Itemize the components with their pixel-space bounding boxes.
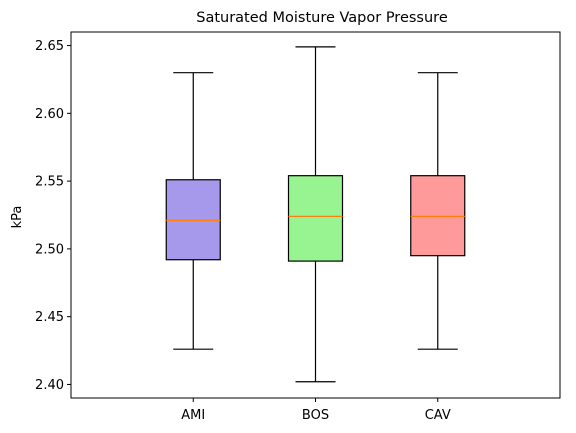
y-tick-label: 2.55 [35, 175, 64, 190]
y-axis-label: kPa [10, 206, 25, 229]
y-tick-label: 2.65 [35, 39, 64, 54]
box-body [287, 175, 344, 262]
box-series [165, 46, 466, 383]
y-tick-label: 2.50 [35, 242, 64, 257]
y-tick-label: 2.40 [35, 378, 64, 393]
box-cav [410, 72, 466, 350]
y-axis: 2.40 2.45 2.50 2.55 2.60 2.65 [35, 39, 71, 393]
x-axis: AMI BOS CAV [181, 398, 451, 423]
box-body [165, 179, 221, 261]
box-body [410, 175, 466, 257]
x-tick-label: BOS [302, 408, 329, 423]
y-tick-label: 2.45 [35, 310, 64, 325]
x-tick-label: CAV [425, 408, 451, 423]
plot-frame [70, 31, 561, 399]
chart-title: Saturated Moisture Vapor Pressure [196, 10, 448, 26]
x-tick-label: AMI [181, 408, 205, 423]
box-ami [165, 72, 221, 350]
box-bos [287, 46, 344, 383]
y-tick-label: 2.60 [35, 107, 64, 122]
